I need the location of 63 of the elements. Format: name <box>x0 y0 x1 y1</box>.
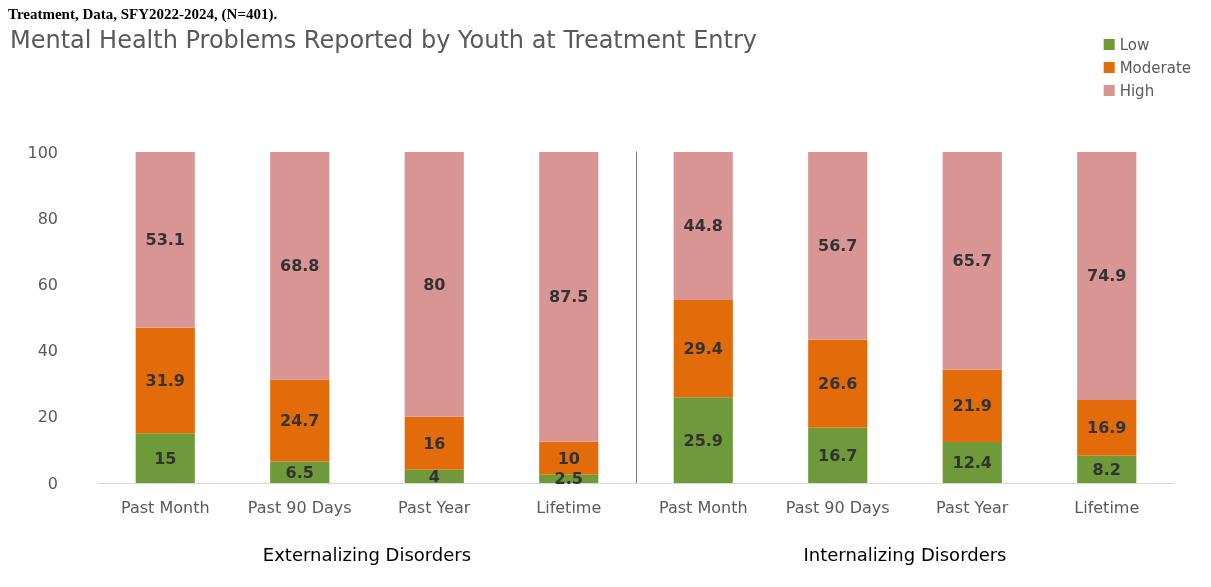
bar <box>807 427 867 483</box>
x-tick-label: Lifetime <box>1073 497 1139 517</box>
y-tick-label: 0 <box>47 473 58 493</box>
y-tick-label: 40 <box>37 341 58 361</box>
data-label: 68.8 <box>280 256 320 276</box>
data-label: 15 <box>154 448 177 468</box>
bar <box>942 441 1002 483</box>
bar <box>807 339 867 428</box>
bar <box>942 152 1002 370</box>
bar <box>673 152 733 300</box>
text: Treatment, Data, SFY2022-2024, (N=401). <box>8 6 278 23</box>
legend-label: High <box>1119 81 1154 100</box>
y-tick-label: 80 <box>37 208 58 228</box>
data-label: 53.1 <box>145 230 185 250</box>
data-label: 10 <box>557 448 580 468</box>
chart-title: Mental Health Problems Reported by Youth at Treatment Entry <box>10 26 758 54</box>
data-label: 16.7 <box>817 445 857 465</box>
bar <box>135 327 195 434</box>
data-label: 12.4 <box>952 452 992 472</box>
bar <box>404 152 464 417</box>
data-label: 74.9 <box>1086 266 1126 286</box>
data-label: 16.9 <box>1086 418 1126 438</box>
bar <box>807 152 867 340</box>
data-label: 44.8 <box>683 216 723 236</box>
data-label: 56.7 <box>817 236 857 256</box>
data-label: 80 <box>423 274 446 294</box>
y-tick-label: 20 <box>37 407 58 427</box>
bar <box>1076 399 1136 456</box>
data-label: 29.4 <box>683 339 723 359</box>
x-tick-label: Lifetime <box>536 497 602 517</box>
bar <box>270 379 330 462</box>
y-tick-label: 60 <box>37 274 58 294</box>
data-label: 87.5 <box>549 287 589 307</box>
legend-label: Moderate <box>1119 58 1191 77</box>
bar <box>673 299 733 398</box>
bar <box>539 152 599 442</box>
x-tick-label: Past Month <box>658 497 748 517</box>
x-axis-title: Internalizing Disorders <box>803 543 1006 565</box>
data-label: 65.7 <box>952 251 992 271</box>
data-label: 4 <box>428 466 440 486</box>
x-tick-label: Past Year <box>398 497 471 517</box>
data-label: 21.9 <box>952 396 992 416</box>
bar <box>1076 152 1136 400</box>
bar <box>673 397 733 483</box>
bar <box>270 152 330 380</box>
data-label: 16 <box>423 433 446 453</box>
legend-label: Low <box>1119 35 1149 54</box>
bar <box>404 416 464 470</box>
y-tick-label: 100 <box>27 142 58 162</box>
data-label: 24.7 <box>280 411 320 431</box>
bar <box>942 369 1002 442</box>
data-label: 6.5 <box>285 462 314 482</box>
x-tick-label: Past Year <box>935 497 1009 517</box>
x-tick-label: Past 90 Days <box>247 497 352 517</box>
x-tick-label: Past 90 Days <box>785 497 890 517</box>
data-label: 25.9 <box>683 430 723 450</box>
bar <box>135 433 195 483</box>
data-label: 31.9 <box>145 371 185 391</box>
data-label: 8.2 <box>1092 459 1121 479</box>
data-label: 26.6 <box>817 374 857 394</box>
x-axis-title: Externalizing Disorders <box>262 543 472 565</box>
bar <box>135 152 195 328</box>
x-tick-label: Past Month <box>120 497 210 517</box>
